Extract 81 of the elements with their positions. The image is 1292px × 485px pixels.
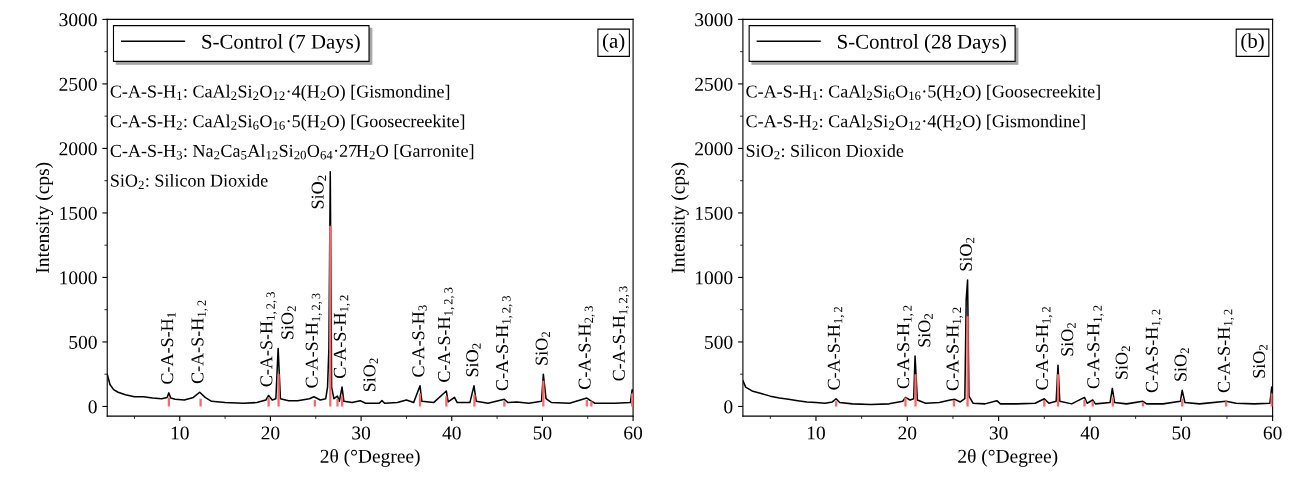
bar <box>914 374 917 407</box>
annotation: SiO$_{2}$ <box>1115 346 1130 379</box>
bar <box>631 393 634 407</box>
x-tick-label: 40 <box>442 426 461 440</box>
y-tick-label: 3000 <box>695 13 733 27</box>
annotation: C-A-S-H$_{1,2,3}$ <box>496 295 513 391</box>
annotation: C-A-S-H$_{1,2}$ <box>191 300 208 384</box>
annotation: SiO$_{2}$: Silicon Dioxide <box>746 144 904 160</box>
annotation: C-A-S-H$_{1,2}$ <box>1217 309 1235 393</box>
annotation: SiO$_{2}$ <box>363 358 378 392</box>
y-tick-label: 2500 <box>695 77 733 91</box>
annotation: C-A-S-H$_{1,2}$ <box>333 295 351 379</box>
x-tick-label: 60 <box>1263 426 1282 440</box>
y-tick-label: 1500 <box>696 206 733 220</box>
annotation: SiO$_{2}$ <box>1061 322 1076 356</box>
annotation: C-A-S-H$_{2,3}$ <box>578 306 595 389</box>
y-tick-label: 500 <box>69 335 97 349</box>
annotation: C-A-S-H$_{1,2}$ <box>897 305 914 389</box>
text: C-A-S-H$_{2}$: CaAl$_{2}$Si$_{2}$O$_{12}$·4(H$_{2}$O) [Gismondine] <box>746 114 1085 131</box>
text: C-A-S-H$_{1}$: CaAl$_{2}$Si$_{6}$O$_{16}$·5(H$_{2}$O) [Goosecreekite] <box>746 84 1100 102</box>
y-tick-label: 1000 <box>60 271 97 285</box>
bar <box>590 401 593 407</box>
x-tick-label: 30 <box>989 426 1008 440</box>
text: C-A-S-H$_{3}$: Na$_{2}$Ca$_{5}$Al$_{12}$Si$_{20}$O$_{64}$·27H$_{2}$O [Garronite] <box>110 144 474 160</box>
y-axis-title: Intensity (cps) <box>671 162 689 273</box>
annotation: C-A-S-H$_{1,2,3}$ <box>612 286 630 381</box>
annotation: C-A-S-H$_{1}$ <box>161 312 176 384</box>
annotation: C-A-S-H$_{1,2}$ <box>1035 306 1053 390</box>
bar <box>904 397 907 407</box>
y-tick-label: 0 <box>724 400 733 414</box>
annotation: C-A-S-H$_{3}$ <box>412 305 427 377</box>
annotation: SiO$_{2}$ <box>311 175 326 209</box>
annotation: C-A-S-H$_{1,2}$ <box>946 307 963 391</box>
legend-label: S-Control (28 Days) <box>838 34 1006 54</box>
annotation: SiO$_{2}$ <box>1252 344 1268 378</box>
y-tick-label: 1500 <box>60 206 97 220</box>
bar <box>966 316 969 407</box>
x-tick-label: 40 <box>1080 426 1099 440</box>
annotation: SiO$_{2}$ <box>281 306 296 339</box>
annotation: C-A-S-H$_{1,2,3}$ <box>438 287 455 382</box>
annotation: SiO$_{2}$ <box>918 313 933 347</box>
bar <box>199 398 202 407</box>
bar <box>277 374 280 407</box>
annotation: SiO$_{2}$ <box>535 332 551 365</box>
bar <box>1083 400 1086 407</box>
text: C-A-S-H$_{2}$: CaAl$_{2}$Si$_{6}$O$_{16}$·5(H$_{2}$O) [Goosecreekite] <box>110 114 465 131</box>
annotation: SiO$_{2}$ <box>466 343 481 377</box>
annotation: C-A-S-H$_{1,2,3}$ <box>305 293 323 388</box>
y-tick-label: 2000 <box>59 142 97 156</box>
legend-label: S-Control (7 Days) <box>202 34 360 54</box>
annotation: C-A-S-H$_{1,2,3}$ <box>260 292 277 387</box>
annotation: C-A-S-H$_{1,2}$ <box>827 306 845 390</box>
x-tick-label: 50 <box>533 426 552 440</box>
bar <box>167 397 171 407</box>
y-tick-label: 0 <box>88 400 97 414</box>
text: (a) <box>602 33 625 53</box>
x-tick-label: 10 <box>171 426 189 440</box>
x-tick-label: 60 <box>624 426 643 440</box>
annotation: C-A-S-H$_{1,2}$ <box>1145 309 1163 393</box>
x-tick-label: 20 <box>898 426 917 440</box>
bar <box>473 394 476 407</box>
bar <box>267 397 270 407</box>
annotation: SiO$_{2}$ <box>1174 348 1189 381</box>
x-axis-title: 2θ (°Degree) <box>320 449 420 467</box>
annotation: SiO$_{2}$: Silicon Dioxide <box>111 174 268 190</box>
x-tick-label: 20 <box>261 426 280 440</box>
y-tick-label: 1000 <box>696 271 733 285</box>
y-tick-label: 2500 <box>59 77 97 91</box>
y-tick-label: 2000 <box>695 142 733 156</box>
x-tick-label: 50 <box>1172 426 1191 440</box>
annotation: SiO$_{2}$ <box>959 237 975 271</box>
bar <box>336 398 339 407</box>
text: (b) <box>1241 33 1264 53</box>
annotation: C-A-S-H$_{1,2}$ <box>1087 305 1104 389</box>
x-axis-title: 2θ (°Degree) <box>958 449 1058 467</box>
y-tick-label: 3000 <box>59 13 97 27</box>
y-tick-label: 500 <box>705 335 733 349</box>
text: C-A-S-H$_{1}$: CaAl$_{2}$Si$_{2}$O$_{12}$·4(H$_{2}$O) [Gismondine] <box>110 84 450 102</box>
x-tick-label: 10 <box>807 426 825 440</box>
x-tick-label: 30 <box>352 426 371 440</box>
y-axis-title: Intensity (cps) <box>35 162 54 273</box>
